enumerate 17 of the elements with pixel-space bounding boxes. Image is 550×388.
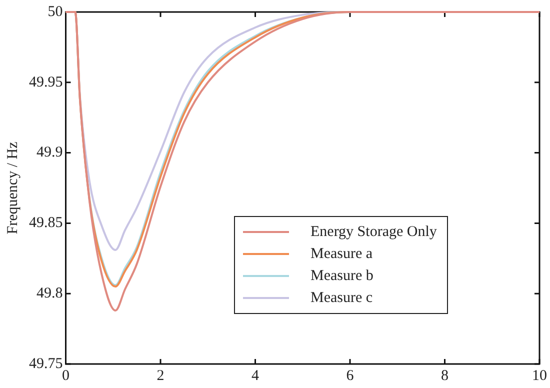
legend-label: Measure a (310, 246, 373, 263)
y-tick-label: 49.75 (29, 356, 63, 372)
y-axis-title: Frequency / Hz (4, 141, 21, 234)
legend-label: Energy Storage Only (310, 224, 437, 241)
x-tick-label: 2 (156, 368, 164, 384)
y-tick-label: 49.85 (29, 215, 63, 232)
legend-label: Measure c (310, 290, 373, 307)
legend-label: Measure b (310, 268, 374, 285)
y-tick-label: 49.8 (36, 286, 63, 302)
x-tick-label: 10 (532, 368, 547, 384)
x-tick-label: 0 (62, 368, 70, 384)
x-tick-label: 4 (252, 368, 260, 384)
x-tick-label: 6 (346, 368, 354, 384)
x-tick-label: 8 (441, 368, 448, 384)
y-tick-label: 50 (48, 4, 63, 20)
y-tick-label: 49.9 (36, 144, 63, 161)
y-tick-label: 49.95 (29, 74, 63, 90)
